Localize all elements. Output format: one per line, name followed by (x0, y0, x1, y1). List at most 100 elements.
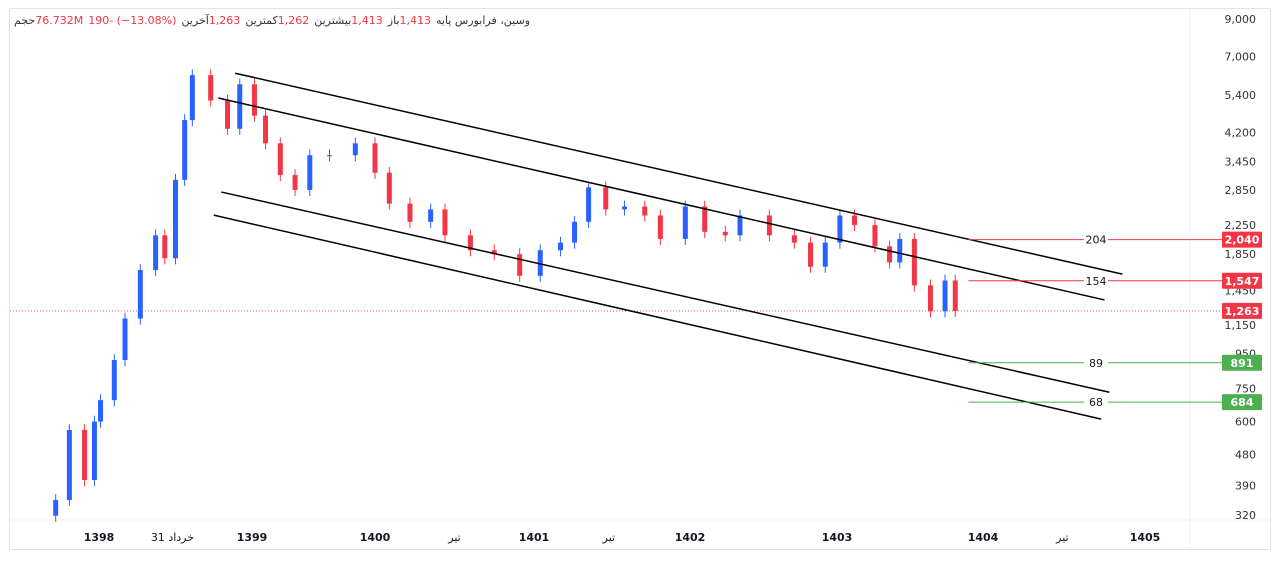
x-tick-label: 1401 (519, 531, 550, 544)
change-value: 190- (−13.08%) (88, 14, 177, 27)
candle-body (307, 155, 313, 190)
candle-body (372, 143, 378, 173)
y-tick-label: 9,000 (1225, 13, 1257, 26)
candle-body (111, 359, 117, 401)
y-tick-label: 4,200 (1225, 126, 1257, 139)
level-price-badge (1222, 231, 1262, 248)
level-price-label: 1,547 (1225, 275, 1260, 288)
candle-body (642, 206, 648, 216)
candle-body (467, 235, 473, 251)
level-text: 154 (1086, 275, 1107, 288)
y-tick-label: 1,850 (1225, 248, 1257, 261)
last-field: آخرین1,263 (181, 14, 240, 27)
y-tick-label: 2,250 (1225, 219, 1257, 232)
last-price-badge (1222, 302, 1262, 319)
candle-body (122, 318, 128, 360)
candle-body (942, 280, 948, 312)
last-price-label: 1,263 (1225, 305, 1260, 318)
candle-body (91, 421, 97, 481)
candle-body (326, 155, 332, 157)
candle-body (722, 231, 728, 236)
y-tick-label: 1,150 (1225, 319, 1257, 332)
volume-label: حجم (14, 14, 36, 27)
candle-body (808, 242, 814, 267)
low-label: کمترین (245, 14, 278, 27)
level-price-badge (1222, 272, 1262, 289)
candle-body (208, 75, 214, 101)
candle-body (182, 120, 188, 180)
candle-body (537, 250, 543, 276)
channel-trendline (218, 97, 1105, 301)
candle-body (189, 75, 195, 121)
chart-header: وسین، فرابورس پایه باز1,413 بیشترین1,413… (14, 14, 530, 27)
candle-body (98, 400, 104, 422)
x-tick-label: 1405 (1130, 531, 1161, 544)
channel-trendline (235, 72, 1123, 275)
candle-body (572, 221, 578, 243)
level-price-label: 684 (1231, 396, 1254, 409)
candle-body (702, 206, 708, 232)
candle-body (407, 203, 413, 222)
x-tick-label: 1403 (822, 531, 853, 544)
candle-body (927, 285, 933, 312)
candle-body (897, 238, 903, 263)
candle-body (251, 84, 257, 116)
y-tick-label: 390 (1235, 480, 1256, 493)
candle-body (852, 215, 858, 226)
x-tick-label: تیر (447, 531, 460, 544)
x-tick-label: 1402 (675, 531, 706, 544)
level-price-label: 2,040 (1225, 234, 1260, 247)
candle-body (428, 209, 434, 222)
candle-body (517, 254, 523, 276)
candle-body (766, 215, 772, 236)
candle-body (153, 235, 159, 271)
candle-body (491, 250, 497, 255)
x-tick-label: 1400 (360, 531, 391, 544)
candle-body (442, 209, 448, 236)
y-tick-label: 7,000 (1225, 50, 1257, 63)
x-tick-label: تیر (1055, 531, 1068, 544)
low-value: 1,262 (277, 14, 310, 27)
level-price-label: 891 (1231, 357, 1254, 370)
level-text: 89 (1089, 357, 1103, 370)
channel-trendline (221, 191, 1110, 393)
level-text: 68 (1089, 396, 1103, 409)
level-text-bg (1084, 395, 1108, 410)
candle-body (586, 187, 592, 222)
open-value: 1,413 (399, 14, 432, 27)
chart-frame (9, 8, 1271, 550)
candle-body (952, 280, 958, 311)
y-tick-label: 480 (1235, 449, 1256, 462)
candle-body (791, 235, 797, 243)
candle-body (162, 235, 168, 259)
high-field: بیشترین1,413 (314, 14, 383, 27)
candle-body (657, 215, 663, 239)
y-tick-label: 750 (1235, 382, 1256, 395)
symbol-title: وسین، فرابورس پایه (436, 14, 531, 27)
x-tick-label: 31 خرداد (151, 531, 194, 544)
y-tick-label: 600 (1235, 416, 1256, 429)
candle-body (263, 115, 269, 144)
candle-body (837, 215, 843, 243)
candle-body (822, 242, 828, 267)
x-tick-label: 1399 (237, 531, 268, 544)
x-tick-label: 1404 (968, 531, 999, 544)
candle-body (603, 187, 609, 210)
x-tick-label: 1398 (84, 531, 115, 544)
candle-body (292, 175, 298, 190)
last-value: 1,263 (208, 14, 241, 27)
low-field: کمترین1,262 (245, 14, 309, 27)
y-tick-label: 2,850 (1225, 184, 1257, 197)
candle-body (887, 246, 893, 263)
candle-body (137, 270, 143, 319)
candle-body (277, 143, 283, 176)
candle-body (621, 206, 627, 210)
level-price-badge (1222, 354, 1262, 371)
candle-body (82, 429, 88, 481)
candle-body (737, 215, 743, 236)
level-price-badge (1222, 394, 1262, 411)
y-tick-label: 320 (1235, 509, 1256, 522)
level-text: 204 (1086, 234, 1107, 247)
candle-body (872, 225, 878, 247)
